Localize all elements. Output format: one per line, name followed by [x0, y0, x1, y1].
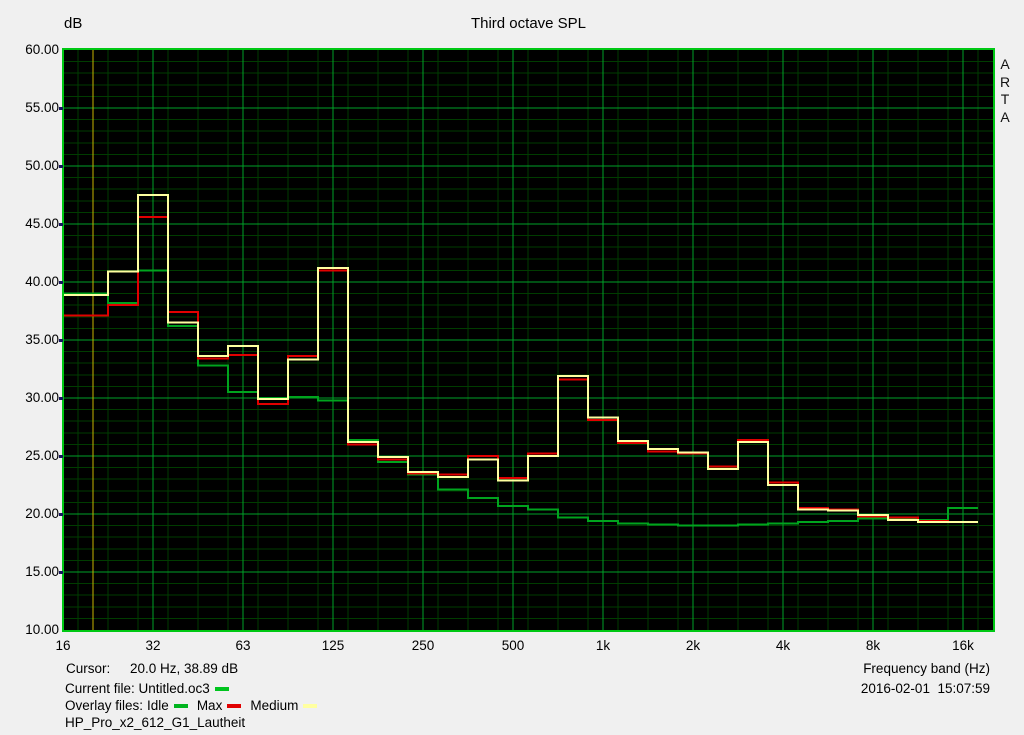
y-axis-tick-mark [59, 107, 63, 110]
cursor-readout: 20.0 Hz, 38.89 dB [130, 661, 239, 676]
x-octave-label: 500 [501, 638, 525, 653]
measurement-datetime: 2016-02-01 15:07:59 [860, 681, 990, 696]
y-axis-tick-mark [59, 223, 63, 226]
y-axis-tick-mark [59, 571, 63, 574]
current-file-label: Current file: Untitled.oc3 [65, 681, 210, 696]
y-tick-label: 25.00 [25, 448, 59, 463]
x-octave-label: 63 [235, 638, 251, 653]
arta-brand-label: ARTA [999, 56, 1011, 125]
y-tick-label: 20.00 [25, 506, 59, 521]
y-tick-label: 60.00 [25, 42, 59, 57]
spl-chart-svg[interactable] [64, 50, 993, 630]
overlay-name-max: Max [196, 698, 223, 713]
y-axis-tick-mark [59, 281, 63, 284]
x-octave-label: 8k [865, 638, 881, 653]
trace-max [64, 216, 978, 524]
x-octave-label: 125 [321, 638, 345, 653]
y-axis-tick-mark [59, 513, 63, 516]
max-color-dash [227, 704, 242, 708]
y-axis-unit-label: dB [64, 15, 83, 32]
current-file-line: Current file: Untitled.oc3 [65, 681, 229, 696]
overlay-name-idle: Idle [147, 698, 169, 713]
x-octave-label: 2k [685, 638, 701, 653]
x-octave-label: 1k [595, 638, 611, 653]
spl-plot-area[interactable] [62, 48, 995, 632]
measurement-note: HP_Pro_x2_612_G1_Lautheit [65, 715, 246, 730]
trace-idle [64, 269, 978, 527]
chart-title: Third octave SPL [470, 15, 587, 32]
idle-color-dash [173, 704, 188, 708]
y-axis-tick-mark [59, 397, 63, 400]
y-tick-label: 10.00 [25, 622, 59, 637]
y-axis-tick-mark [59, 455, 63, 458]
y-tick-label: 30.00 [25, 390, 59, 405]
x-octave-label: 16k [952, 638, 974, 653]
overlay-files-label: Overlay files: [65, 698, 144, 713]
overlay-files-line: Overlay files: Idle Max Medium [65, 698, 318, 713]
current-file-color-dash [214, 687, 229, 691]
cursor-label: Cursor: [66, 661, 111, 676]
y-tick-label: 40.00 [25, 274, 59, 289]
x-octave-label: 4k [775, 638, 791, 653]
y-tick-label: 55.00 [25, 100, 59, 115]
x-octave-label: 250 [411, 638, 435, 653]
medium-color-dash [303, 704, 318, 708]
y-axis-tick-mark [59, 165, 63, 168]
y-axis-tick-mark [59, 339, 63, 342]
x-axis-title: Frequency band (Hz) [863, 661, 990, 676]
y-tick-label: 50.00 [25, 158, 59, 173]
overlay-name-medium: Medium [250, 698, 299, 713]
y-tick-label: 45.00 [25, 216, 59, 231]
trace-medium [64, 194, 978, 524]
y-tick-label: 35.00 [25, 332, 59, 347]
y-tick-label: 15.00 [25, 564, 59, 579]
x-octave-label: 32 [145, 638, 161, 653]
x-octave-label: 16 [55, 638, 71, 653]
